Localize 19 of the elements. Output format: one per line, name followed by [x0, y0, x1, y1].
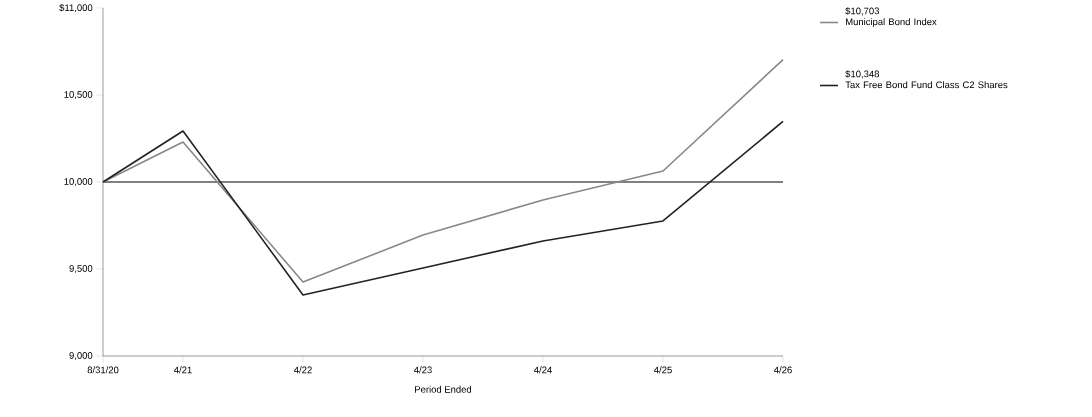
x-tick-label: 4/24 [534, 366, 552, 374]
y-tick-label: 10,000 [64, 178, 93, 186]
x-tick-label: 4/26 [774, 366, 792, 374]
y-tick-label: $11,000 [59, 3, 93, 13]
text: $10,703 [845, 7, 879, 16]
legend-label: Municipal Bond Index [845, 18, 937, 28]
x-tick-label: 4/25 [654, 366, 672, 374]
x-axis-title: Period Ended [415, 385, 472, 393]
text: $10,348 [845, 70, 880, 79]
x-tick-label: 8/31/20 [87, 366, 119, 374]
x-tick-label: 4/23 [414, 366, 432, 374]
line-series [102, 120, 784, 296]
legend-label: Tax Free Bond Fund Class C2 Shares [845, 81, 1008, 89]
x-tick-label: 4/22 [294, 366, 312, 374]
y-tick-label: 10,500 [64, 91, 93, 99]
y-tick-label: 9,500 [69, 265, 93, 273]
x-tick-label: 4/21 [174, 366, 192, 374]
y-tick-label: 9,000 [69, 352, 93, 360]
line-series [102, 58, 784, 283]
